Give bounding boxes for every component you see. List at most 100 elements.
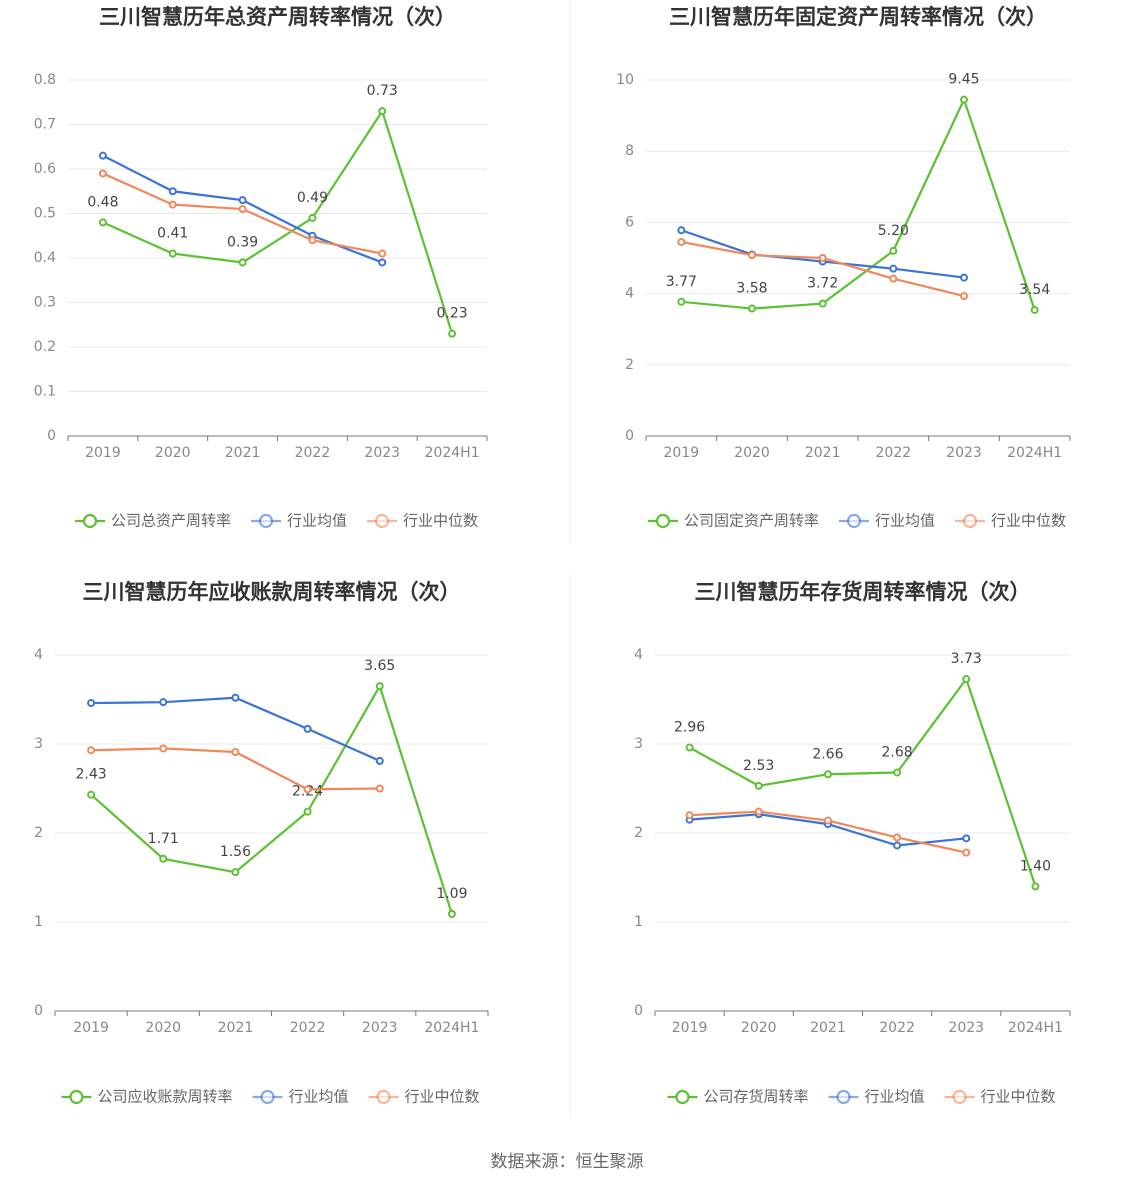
y-tick-label: 2 [625, 357, 634, 373]
y-tick-label: 4 [34, 647, 43, 663]
data-point [685, 811, 694, 820]
data-point [960, 273, 968, 282]
data-label: 3.58 [736, 281, 767, 297]
data-point [159, 744, 168, 753]
data-point [231, 748, 240, 757]
y-tick-label: 0.5 [34, 206, 56, 222]
x-tick-label: 2022 [295, 445, 331, 461]
legend-swatch [655, 513, 671, 529]
data-point [818, 299, 827, 308]
data-point [1030, 305, 1039, 314]
chart-title: 三川智慧历年总资产周转率情况（次） [99, 5, 456, 29]
legend-swatch [258, 513, 274, 529]
x-tick-label: 2022 [879, 1020, 915, 1036]
legend-swatch [374, 513, 390, 529]
data-label: 9.45 [948, 72, 979, 88]
y-tick-label: 4 [625, 286, 634, 302]
data-point [962, 675, 971, 684]
y-tick-label: 0.4 [34, 250, 56, 266]
chart-title: 三川智慧历年应收账款周转率情况（次） [83, 580, 461, 604]
x-tick-label: 2020 [734, 445, 770, 461]
x-tick-label: 2023 [364, 445, 400, 461]
data-label: 1.09 [436, 886, 467, 902]
data-point [231, 693, 240, 702]
data-point [159, 698, 168, 707]
x-tick-label: 2022 [876, 445, 912, 461]
legend-label: 公司总资产周转率 [111, 512, 231, 530]
data-point [960, 95, 968, 104]
data-point [375, 784, 384, 793]
x-tick-label: 2019 [664, 445, 700, 461]
data-point [159, 854, 168, 863]
data-label: 0.23 [436, 306, 467, 322]
data-label: 2.66 [812, 746, 843, 762]
y-tick-label: 0.6 [34, 161, 56, 177]
legend-swatch [846, 513, 862, 529]
x-tick-label: 2022 [290, 1020, 326, 1036]
series-line [689, 676, 1037, 887]
data-point [677, 297, 686, 306]
x-tick-label: 2021 [225, 445, 261, 461]
data-point [375, 756, 384, 765]
data-label: 0.39 [227, 234, 258, 250]
data-point [754, 781, 763, 790]
data-label: 0.48 [87, 194, 118, 210]
legend-label: 行业均值 [289, 1088, 349, 1106]
data-label: 3.65 [364, 658, 395, 674]
y-tick-label: 8 [625, 143, 634, 159]
y-tick-label: 0.3 [34, 295, 56, 311]
legend-swatch [69, 1089, 84, 1105]
data-point [378, 249, 387, 258]
data-point [231, 868, 240, 877]
data-label: 1.40 [1020, 858, 1051, 874]
y-tick-label: 0 [34, 1003, 43, 1019]
legend-label: 行业中位数 [403, 512, 478, 530]
x-tick-label: 2023 [362, 1020, 398, 1036]
legend-label: 行业均值 [875, 512, 935, 530]
data-point [685, 743, 694, 752]
data-point [893, 768, 902, 777]
x-tick-label: 2021 [810, 1020, 846, 1036]
legend-label: 公司应收账款周转率 [98, 1088, 233, 1106]
x-tick-label: 2023 [948, 1020, 984, 1036]
data-label: 5.20 [878, 223, 909, 239]
data-label: 3.72 [807, 276, 838, 292]
data-label: 2.53 [743, 758, 774, 774]
y-tick-label: 1 [34, 914, 43, 930]
data-point [889, 264, 898, 273]
legend-swatch [836, 1089, 851, 1105]
x-tick-label: 2019 [85, 445, 121, 461]
x-tick-label: 2024H1 [1007, 445, 1062, 461]
data-point [303, 785, 312, 794]
legend-swatch [376, 1089, 391, 1105]
y-tick-label: 6 [625, 214, 634, 230]
data-point [889, 274, 898, 283]
y-tick-label: 0.2 [34, 339, 56, 355]
data-point [889, 246, 898, 255]
data-label: 2.68 [881, 744, 912, 760]
data-point [754, 807, 763, 816]
data-point [87, 746, 96, 755]
data-label: 3.54 [1019, 282, 1050, 298]
data-point [823, 770, 832, 779]
data-label: 1.56 [220, 844, 251, 860]
data-label: 3.73 [951, 651, 982, 667]
x-tick-label: 2020 [741, 1020, 777, 1036]
data-point [238, 196, 247, 205]
data-label: 1.71 [148, 831, 179, 847]
data-point [893, 841, 902, 850]
x-tick-label: 2024H1 [424, 1020, 479, 1036]
legend-label: 公司固定资产周转率 [684, 512, 819, 530]
data-label: 2.96 [674, 720, 705, 736]
data-point [378, 258, 387, 267]
legend-swatch [952, 1089, 967, 1105]
y-tick-label: 4 [634, 647, 643, 663]
legend-swatch [260, 1089, 275, 1105]
data-point [823, 816, 832, 825]
series-line [102, 108, 454, 334]
series-line [681, 96, 1036, 311]
data-point [98, 218, 107, 227]
data-point [308, 213, 317, 222]
y-tick-label: 0 [625, 428, 634, 444]
